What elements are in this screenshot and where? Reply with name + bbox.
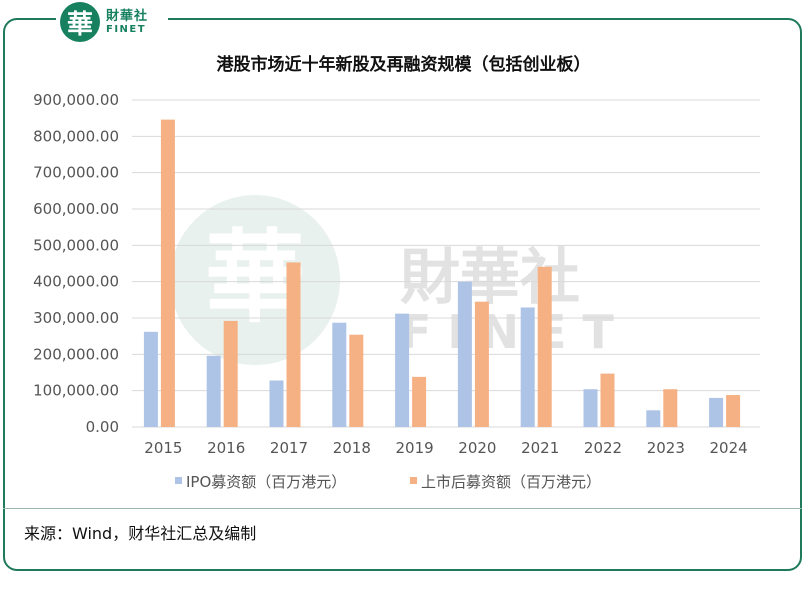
x-tick-label: 2022: [584, 439, 622, 457]
legend-swatch-refinance: [410, 477, 417, 484]
watermark-name-cn: 財華社: [400, 243, 580, 313]
bar-refinance: [223, 320, 238, 427]
x-tick-label: 2018: [333, 439, 371, 457]
bar-ipo: [143, 331, 158, 427]
y-tick-label: 0.00: [86, 418, 119, 436]
legend-label-ipo: IPO募资额（百万港元）: [186, 473, 346, 491]
logo-name-en: FINET: [106, 23, 147, 35]
logo-mark: 華: [60, 2, 100, 42]
y-tick-label: 900,000.00: [33, 91, 119, 109]
bar-ipo: [520, 307, 535, 427]
y-tick-label: 100,000.00: [33, 382, 119, 400]
y-tick-label: 200,000.00: [33, 345, 119, 363]
bar-refinance: [286, 262, 301, 427]
x-tick-label: 2021: [521, 439, 559, 457]
bar-ipo: [646, 410, 661, 427]
watermark-name-en: FINET: [400, 305, 630, 359]
bar-ipo: [269, 380, 284, 427]
x-tick-label: 2015: [144, 439, 182, 457]
logo-text: 財華社 FINET: [106, 10, 148, 35]
bar-ipo: [206, 355, 221, 427]
bar-refinance: [537, 266, 552, 427]
x-tick-label: 2020: [458, 439, 496, 457]
chart-frame: [3, 18, 802, 571]
bar-ipo: [332, 322, 347, 427]
x-tick-label: 2023: [647, 439, 685, 457]
bar-refinance: [349, 334, 364, 427]
bar-refinance: [726, 395, 741, 427]
source-note: 来源：Wind，财华社汇总及编制: [24, 524, 257, 543]
x-tick-label: 2017: [270, 439, 308, 457]
bar-ipo: [709, 397, 724, 427]
chart-title: 港股市场近十年新股及再融资规模（包括创业板）: [216, 55, 591, 75]
x-tick-label: 2019: [396, 439, 434, 457]
y-tick-label: 700,000.00: [33, 164, 119, 182]
divider: [3, 508, 802, 509]
bar-ipo: [583, 389, 598, 427]
y-tick-label: 800,000.00: [33, 127, 119, 145]
legend-swatch-ipo: [175, 477, 182, 484]
bar-refinance: [160, 119, 175, 428]
logo-name-cn: 財華社: [106, 8, 149, 24]
bar-refinance: [412, 376, 427, 427]
bar-refinance: [474, 301, 489, 427]
x-tick-label: 2024: [710, 439, 748, 457]
bar-refinance: [600, 373, 615, 427]
legend-label-refinance: 上市后募资额（百万港元）: [421, 473, 601, 491]
y-tick-label: 400,000.00: [33, 273, 119, 291]
x-tick-label: 2016: [207, 439, 245, 457]
bar-ipo: [395, 313, 410, 427]
y-tick-label: 600,000.00: [33, 200, 119, 218]
y-tick-label: 500,000.00: [33, 236, 119, 254]
logo: 華 財華社 FINET: [56, 0, 168, 44]
bar-refinance: [663, 389, 678, 427]
y-tick-label: 300,000.00: [33, 309, 119, 327]
bar-ipo: [457, 281, 472, 427]
